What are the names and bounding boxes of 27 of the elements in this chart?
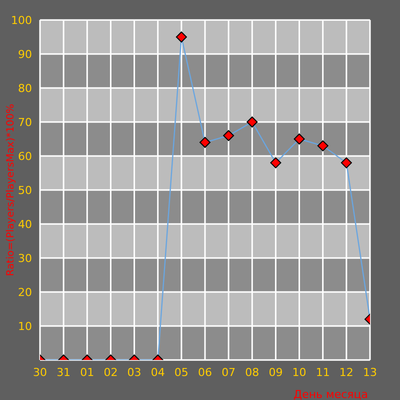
x-tick-label: 04 <box>150 366 165 379</box>
y-tick-label: 80 <box>18 82 32 95</box>
x-tick-label: 08 <box>245 366 260 379</box>
x-tick-label: 30 <box>33 366 47 379</box>
y-tick-label: 40 <box>18 218 32 231</box>
y-axis-title: Ratio=(Players/PlayersMax)*100% <box>6 104 16 276</box>
x-tick-label: 06 <box>198 366 212 379</box>
y-tick-label: 30 <box>18 252 32 265</box>
x-tick-label: 03 <box>127 366 142 379</box>
x-tick-label: 13 <box>363 366 377 379</box>
y-tick-label: 100 <box>11 14 32 27</box>
x-tick-label: 11 <box>316 366 330 379</box>
y-tick-label: 70 <box>18 116 32 129</box>
y-tick-label: 60 <box>18 150 32 163</box>
y-tick-label: 90 <box>18 48 32 61</box>
x-tick-label: 09 <box>268 366 283 379</box>
x-tick-label: 01 <box>80 366 94 379</box>
x-tick-label: 31 <box>56 366 71 379</box>
y-tick-label: 10 <box>18 320 32 333</box>
x-axis-title: День месяца <box>294 388 368 400</box>
y-tick-label: 20 <box>18 286 32 299</box>
x-tick-label: 05 <box>174 366 188 379</box>
x-tick-label: 02 <box>104 366 118 379</box>
y-tick-label: 50 <box>18 184 32 197</box>
x-tick-label: 10 <box>292 366 306 379</box>
x-tick-label: 07 <box>222 366 236 379</box>
x-tick-label: 12 <box>339 366 354 379</box>
